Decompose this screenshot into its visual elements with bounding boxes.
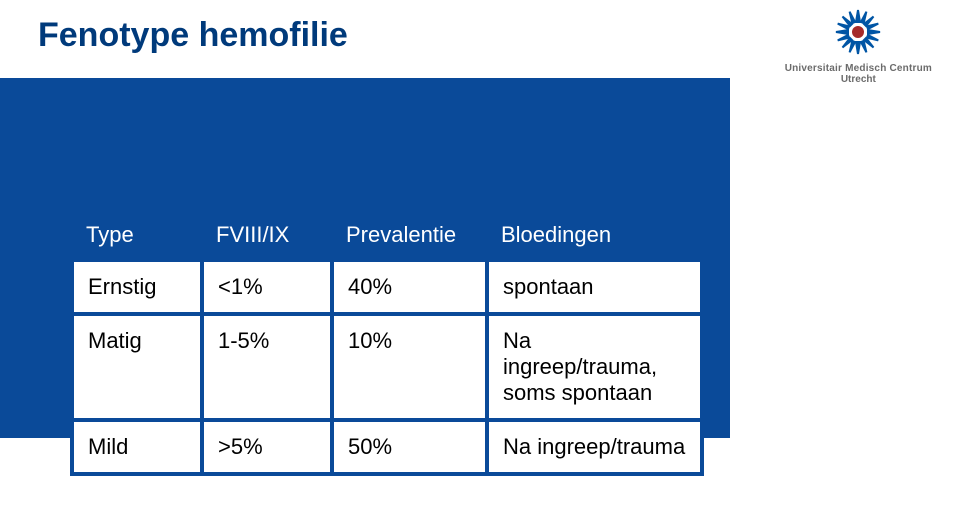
phenotype-table: Type FVIII/IX Prevalentie Bloedingen Ern… <box>70 212 704 476</box>
cell: 40% <box>332 260 487 314</box>
cell: 10% <box>332 314 487 420</box>
sun-icon <box>834 8 882 56</box>
col-prevalentie: Prevalentie <box>332 212 487 260</box>
institution-logo: Universitair Medisch Centrum Utrecht <box>785 8 932 85</box>
cell: Ernstig <box>72 260 202 314</box>
col-bloedingen: Bloedingen <box>487 212 702 260</box>
phenotype-table-wrap: Type FVIII/IX Prevalentie Bloedingen Ern… <box>70 212 700 476</box>
logo-line1: Universitair Medisch Centrum <box>785 63 932 74</box>
slide: Fenotype hemofilie <box>0 0 960 513</box>
table-row: Ernstig <1% 40% spontaan <box>72 260 702 314</box>
cell: <1% <box>202 260 332 314</box>
cell: Mild <box>72 420 202 474</box>
cell: Matig <box>72 314 202 420</box>
cell: spontaan <box>487 260 702 314</box>
table-row: Mild >5% 50% Na ingreep/trauma <box>72 420 702 474</box>
page-title: Fenotype hemofilie <box>38 16 348 55</box>
table-row: Matig 1-5% 10% Na ingreep/trauma, soms s… <box>72 314 702 420</box>
col-type: Type <box>72 212 202 260</box>
cell: 50% <box>332 420 487 474</box>
table-header-row: Type FVIII/IX Prevalentie Bloedingen <box>72 212 702 260</box>
cell: 1-5% <box>202 314 332 420</box>
col-fviii-ix: FVIII/IX <box>202 212 332 260</box>
logo-line2: Utrecht <box>785 74 932 85</box>
cell: Na ingreep/trauma <box>487 420 702 474</box>
cell: >5% <box>202 420 332 474</box>
cell: Na ingreep/trauma, soms spontaan <box>487 314 702 420</box>
